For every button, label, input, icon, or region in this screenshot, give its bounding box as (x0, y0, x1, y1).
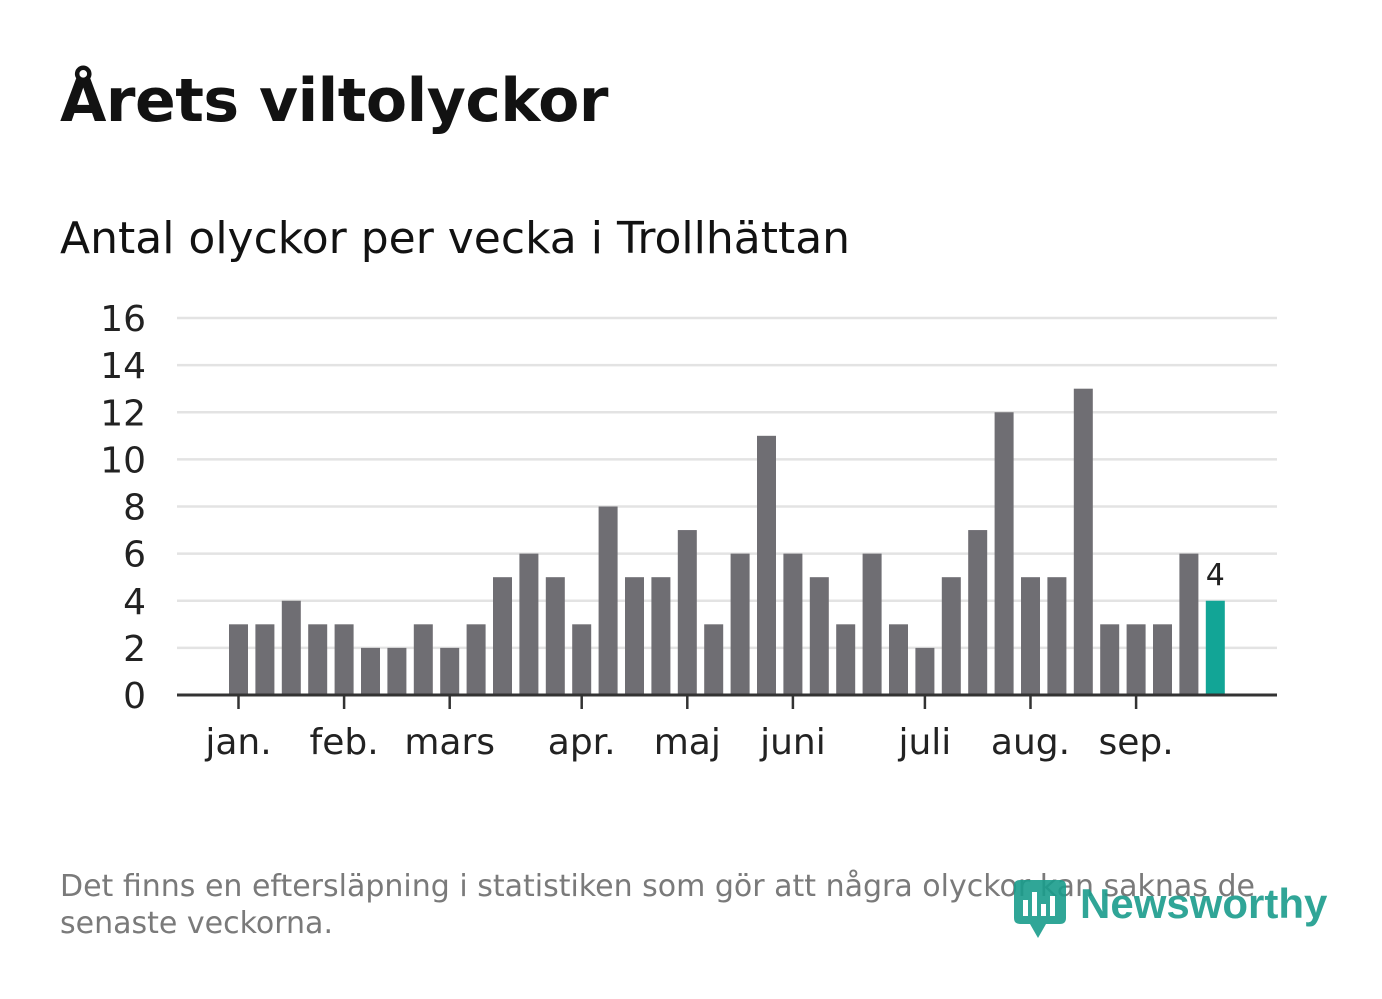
bar (598, 506, 618, 695)
bar (440, 647, 460, 695)
bar (387, 647, 407, 695)
bar (334, 624, 354, 695)
bar (308, 624, 328, 695)
bar (1153, 624, 1172, 695)
x-tick-label: mars (404, 722, 495, 763)
x-tick-label: sep. (1098, 722, 1173, 763)
y-tick-label: 12 (100, 393, 146, 434)
data-label-highlight: 4 (1206, 558, 1225, 593)
y-tick-label: 0 (123, 676, 146, 717)
bar (809, 577, 829, 695)
bar (941, 577, 961, 695)
newsworthy-logo-text: Newsworthy (1080, 880, 1328, 927)
y-tick-label: 4 (123, 582, 146, 623)
x-tick-label: feb. (310, 722, 379, 763)
y-tick-label: 16 (100, 299, 146, 340)
bar (915, 647, 935, 695)
chart-subtitle: Antal olyckor per vecka i Trollhättan (60, 213, 851, 264)
bar (836, 624, 856, 695)
x-tick-label: maj (654, 722, 721, 763)
bar (466, 624, 486, 695)
labels: 0 2 4 6 8 10 12 14 16 4 jan. feb. mars apr. maj juni jul… (100, 299, 1225, 763)
bar (545, 577, 565, 695)
y-tick-label: 2 (123, 629, 146, 670)
bar (625, 577, 644, 695)
newsworthy-logo-icon (1014, 880, 1066, 938)
bar (493, 577, 512, 695)
bar (1073, 388, 1093, 695)
bar (651, 577, 671, 695)
y-tick-label: 14 (100, 346, 146, 387)
bar (783, 553, 803, 695)
bar (704, 624, 724, 695)
bar-highlight (1205, 600, 1225, 695)
gridlines (177, 316, 1277, 650)
bar (968, 530, 988, 695)
bar (862, 553, 882, 695)
bar (229, 624, 248, 695)
y-tick-label: 10 (100, 440, 146, 481)
bar (994, 412, 1014, 695)
bar (255, 624, 275, 695)
x-tick-label: apr. (548, 722, 616, 763)
bar (519, 553, 539, 695)
x-tick-label: aug. (991, 722, 1070, 763)
bar (413, 624, 433, 695)
bar (889, 624, 908, 695)
x-tick-label: jan. (204, 722, 271, 763)
y-tick-label: 8 (123, 488, 146, 529)
bar (730, 553, 750, 695)
newsworthy-logo: Newsworthy (1014, 880, 1328, 938)
bar (361, 647, 380, 695)
bars (229, 388, 1225, 695)
bar (757, 435, 776, 695)
axes (177, 693, 1277, 709)
chart-title: Årets viltolyckor (60, 66, 609, 136)
x-tick-label: juli (897, 722, 951, 763)
bar (572, 624, 592, 695)
bar (281, 600, 301, 695)
bar (1179, 553, 1199, 695)
bar (1100, 624, 1120, 695)
x-tick-label: juni (759, 722, 826, 763)
bar (677, 530, 697, 695)
bar (1021, 577, 1040, 695)
bar (1126, 624, 1146, 695)
y-tick-label: 6 (123, 535, 146, 576)
bar (1047, 577, 1067, 695)
